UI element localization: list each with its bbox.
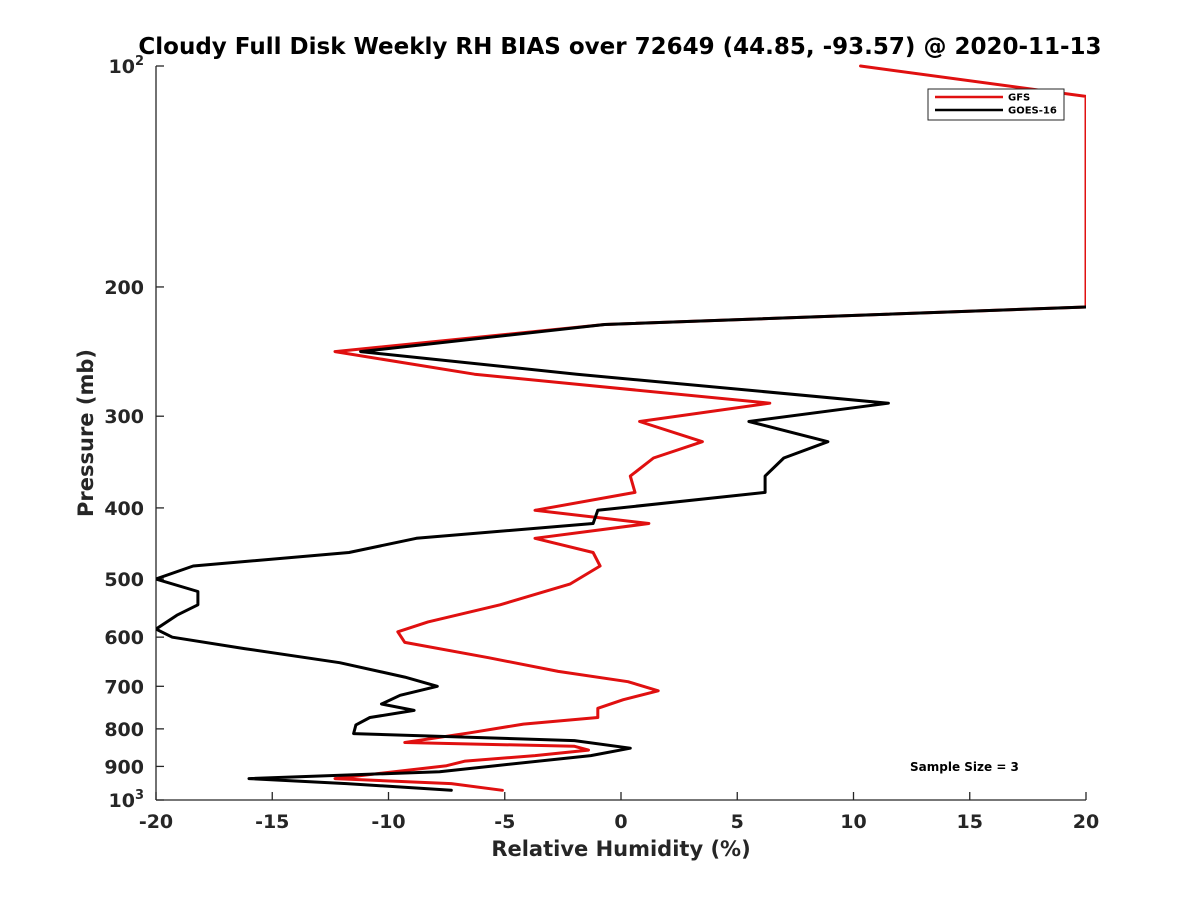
x-tick-label: -10 bbox=[371, 811, 405, 833]
y-tick-label-base: 10 bbox=[109, 56, 135, 78]
y-tick-label: 400 bbox=[104, 498, 144, 520]
x-tick-label: 0 bbox=[614, 811, 627, 833]
y-tick-label: 500 bbox=[104, 569, 144, 591]
y-tick-label: 700 bbox=[104, 676, 144, 698]
series-line-goes16 bbox=[156, 305, 1086, 792]
sample-size-annotation: Sample Size = 3 bbox=[910, 760, 1019, 774]
y-tick-label-exponent: 2 bbox=[135, 54, 144, 69]
y-tick-label: 103 bbox=[109, 788, 145, 812]
legend-box bbox=[927, 88, 1065, 121]
legend: GFS GOES-16 bbox=[927, 88, 1065, 121]
x-axis-label: Relative Humidity (%) bbox=[491, 837, 750, 861]
x-tick-label: -15 bbox=[255, 811, 289, 833]
x-ticks: -20 -15 -10 -5 0 5 10 15 20 bbox=[139, 792, 1099, 833]
y-tick-label: 200 bbox=[104, 277, 144, 299]
series-layer bbox=[156, 64, 1086, 792]
x-tick-label: 10 bbox=[840, 811, 866, 833]
series-line-gfs bbox=[333, 64, 1086, 792]
legend-label-goes16: GOES-16 bbox=[1008, 106, 1057, 117]
y-axis-label: Pressure (mb) bbox=[74, 349, 98, 517]
plot-area bbox=[155, 66, 1086, 801]
y-tick-label: 300 bbox=[104, 406, 144, 428]
y-tick-label: 900 bbox=[104, 756, 144, 778]
chart-title: Cloudy Full Disk Weekly RH BIAS over 726… bbox=[138, 34, 1101, 60]
x-tick-label: -20 bbox=[139, 811, 173, 833]
x-tick-label: 20 bbox=[1073, 811, 1099, 833]
y-tick-label-base: 10 bbox=[109, 790, 135, 812]
x-tick-label: 5 bbox=[731, 811, 744, 833]
x-tick-label: -5 bbox=[494, 811, 515, 833]
y-tick-label: 600 bbox=[104, 627, 144, 649]
x-tick-label: 15 bbox=[957, 811, 983, 833]
y-tick-label-exponent: 3 bbox=[135, 788, 144, 803]
y-tick-label: 800 bbox=[104, 719, 144, 741]
y-tick-label: 102 bbox=[109, 54, 145, 78]
legend-label-gfs: GFS bbox=[1008, 93, 1030, 104]
